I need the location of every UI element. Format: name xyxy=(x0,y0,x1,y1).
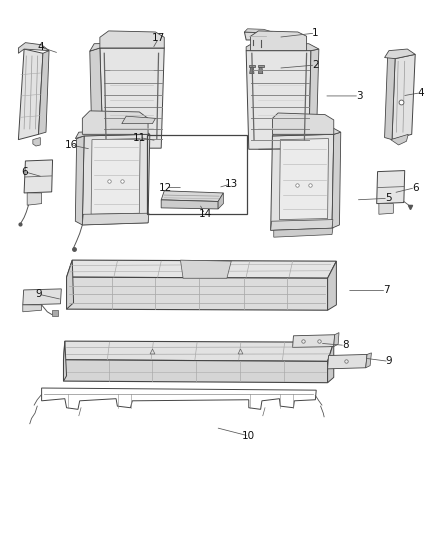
Polygon shape xyxy=(67,260,74,309)
Text: 7: 7 xyxy=(383,286,390,295)
Text: 8: 8 xyxy=(342,341,349,350)
Text: 4: 4 xyxy=(37,42,44,52)
Polygon shape xyxy=(328,354,367,369)
Polygon shape xyxy=(274,228,333,237)
Polygon shape xyxy=(246,44,319,51)
Polygon shape xyxy=(161,200,218,209)
Text: 13: 13 xyxy=(225,179,238,189)
Polygon shape xyxy=(67,260,336,278)
Polygon shape xyxy=(64,341,67,381)
Polygon shape xyxy=(246,51,311,149)
Polygon shape xyxy=(379,204,393,214)
Polygon shape xyxy=(24,160,53,193)
Text: 12: 12 xyxy=(159,183,172,192)
Polygon shape xyxy=(251,31,307,51)
Polygon shape xyxy=(258,148,304,157)
Polygon shape xyxy=(23,289,61,305)
Polygon shape xyxy=(161,191,223,201)
Polygon shape xyxy=(18,49,43,140)
Polygon shape xyxy=(67,277,328,310)
Polygon shape xyxy=(244,32,269,40)
Polygon shape xyxy=(250,67,254,74)
Text: 2: 2 xyxy=(312,60,319,70)
Bar xyxy=(147,135,247,214)
Polygon shape xyxy=(64,341,334,361)
Polygon shape xyxy=(366,353,371,368)
Polygon shape xyxy=(64,360,328,383)
Polygon shape xyxy=(328,342,334,383)
Polygon shape xyxy=(328,261,336,310)
Polygon shape xyxy=(258,67,263,74)
Polygon shape xyxy=(39,51,49,134)
Polygon shape xyxy=(52,310,58,316)
Polygon shape xyxy=(309,49,319,149)
Polygon shape xyxy=(18,43,49,53)
Polygon shape xyxy=(100,31,164,48)
Polygon shape xyxy=(249,65,255,67)
Text: 9: 9 xyxy=(385,357,392,366)
Polygon shape xyxy=(91,139,140,214)
Text: 5: 5 xyxy=(385,193,392,203)
Text: 9: 9 xyxy=(35,289,42,299)
Text: 4: 4 xyxy=(417,88,424,98)
Polygon shape xyxy=(75,136,84,225)
Polygon shape xyxy=(272,113,334,134)
Polygon shape xyxy=(258,65,264,67)
Polygon shape xyxy=(75,129,150,139)
Polygon shape xyxy=(293,335,335,348)
Polygon shape xyxy=(391,134,408,145)
Polygon shape xyxy=(267,32,272,40)
Polygon shape xyxy=(82,213,149,225)
Polygon shape xyxy=(272,128,341,136)
Polygon shape xyxy=(279,139,328,220)
Polygon shape xyxy=(244,29,272,33)
Polygon shape xyxy=(122,116,155,124)
Polygon shape xyxy=(218,193,223,209)
Polygon shape xyxy=(90,43,164,51)
Text: 6: 6 xyxy=(412,183,419,192)
Polygon shape xyxy=(385,56,395,140)
Polygon shape xyxy=(90,48,103,148)
Text: 10: 10 xyxy=(242,431,255,441)
Polygon shape xyxy=(23,305,42,312)
Polygon shape xyxy=(271,220,333,230)
Text: 14: 14 xyxy=(198,209,212,219)
Polygon shape xyxy=(334,333,339,346)
Polygon shape xyxy=(377,171,405,204)
Polygon shape xyxy=(332,132,341,228)
Polygon shape xyxy=(82,111,148,134)
Text: 6: 6 xyxy=(21,167,28,176)
Text: 16: 16 xyxy=(64,140,78,150)
Text: 3: 3 xyxy=(356,91,363,101)
Polygon shape xyxy=(271,134,334,230)
Polygon shape xyxy=(27,193,42,205)
Text: 1: 1 xyxy=(312,28,319,38)
Text: 11: 11 xyxy=(133,133,146,142)
Polygon shape xyxy=(100,48,164,148)
Polygon shape xyxy=(385,49,415,59)
Polygon shape xyxy=(392,54,415,140)
Polygon shape xyxy=(180,260,231,278)
Polygon shape xyxy=(33,138,40,146)
Polygon shape xyxy=(82,134,150,225)
Text: 17: 17 xyxy=(152,34,165,43)
